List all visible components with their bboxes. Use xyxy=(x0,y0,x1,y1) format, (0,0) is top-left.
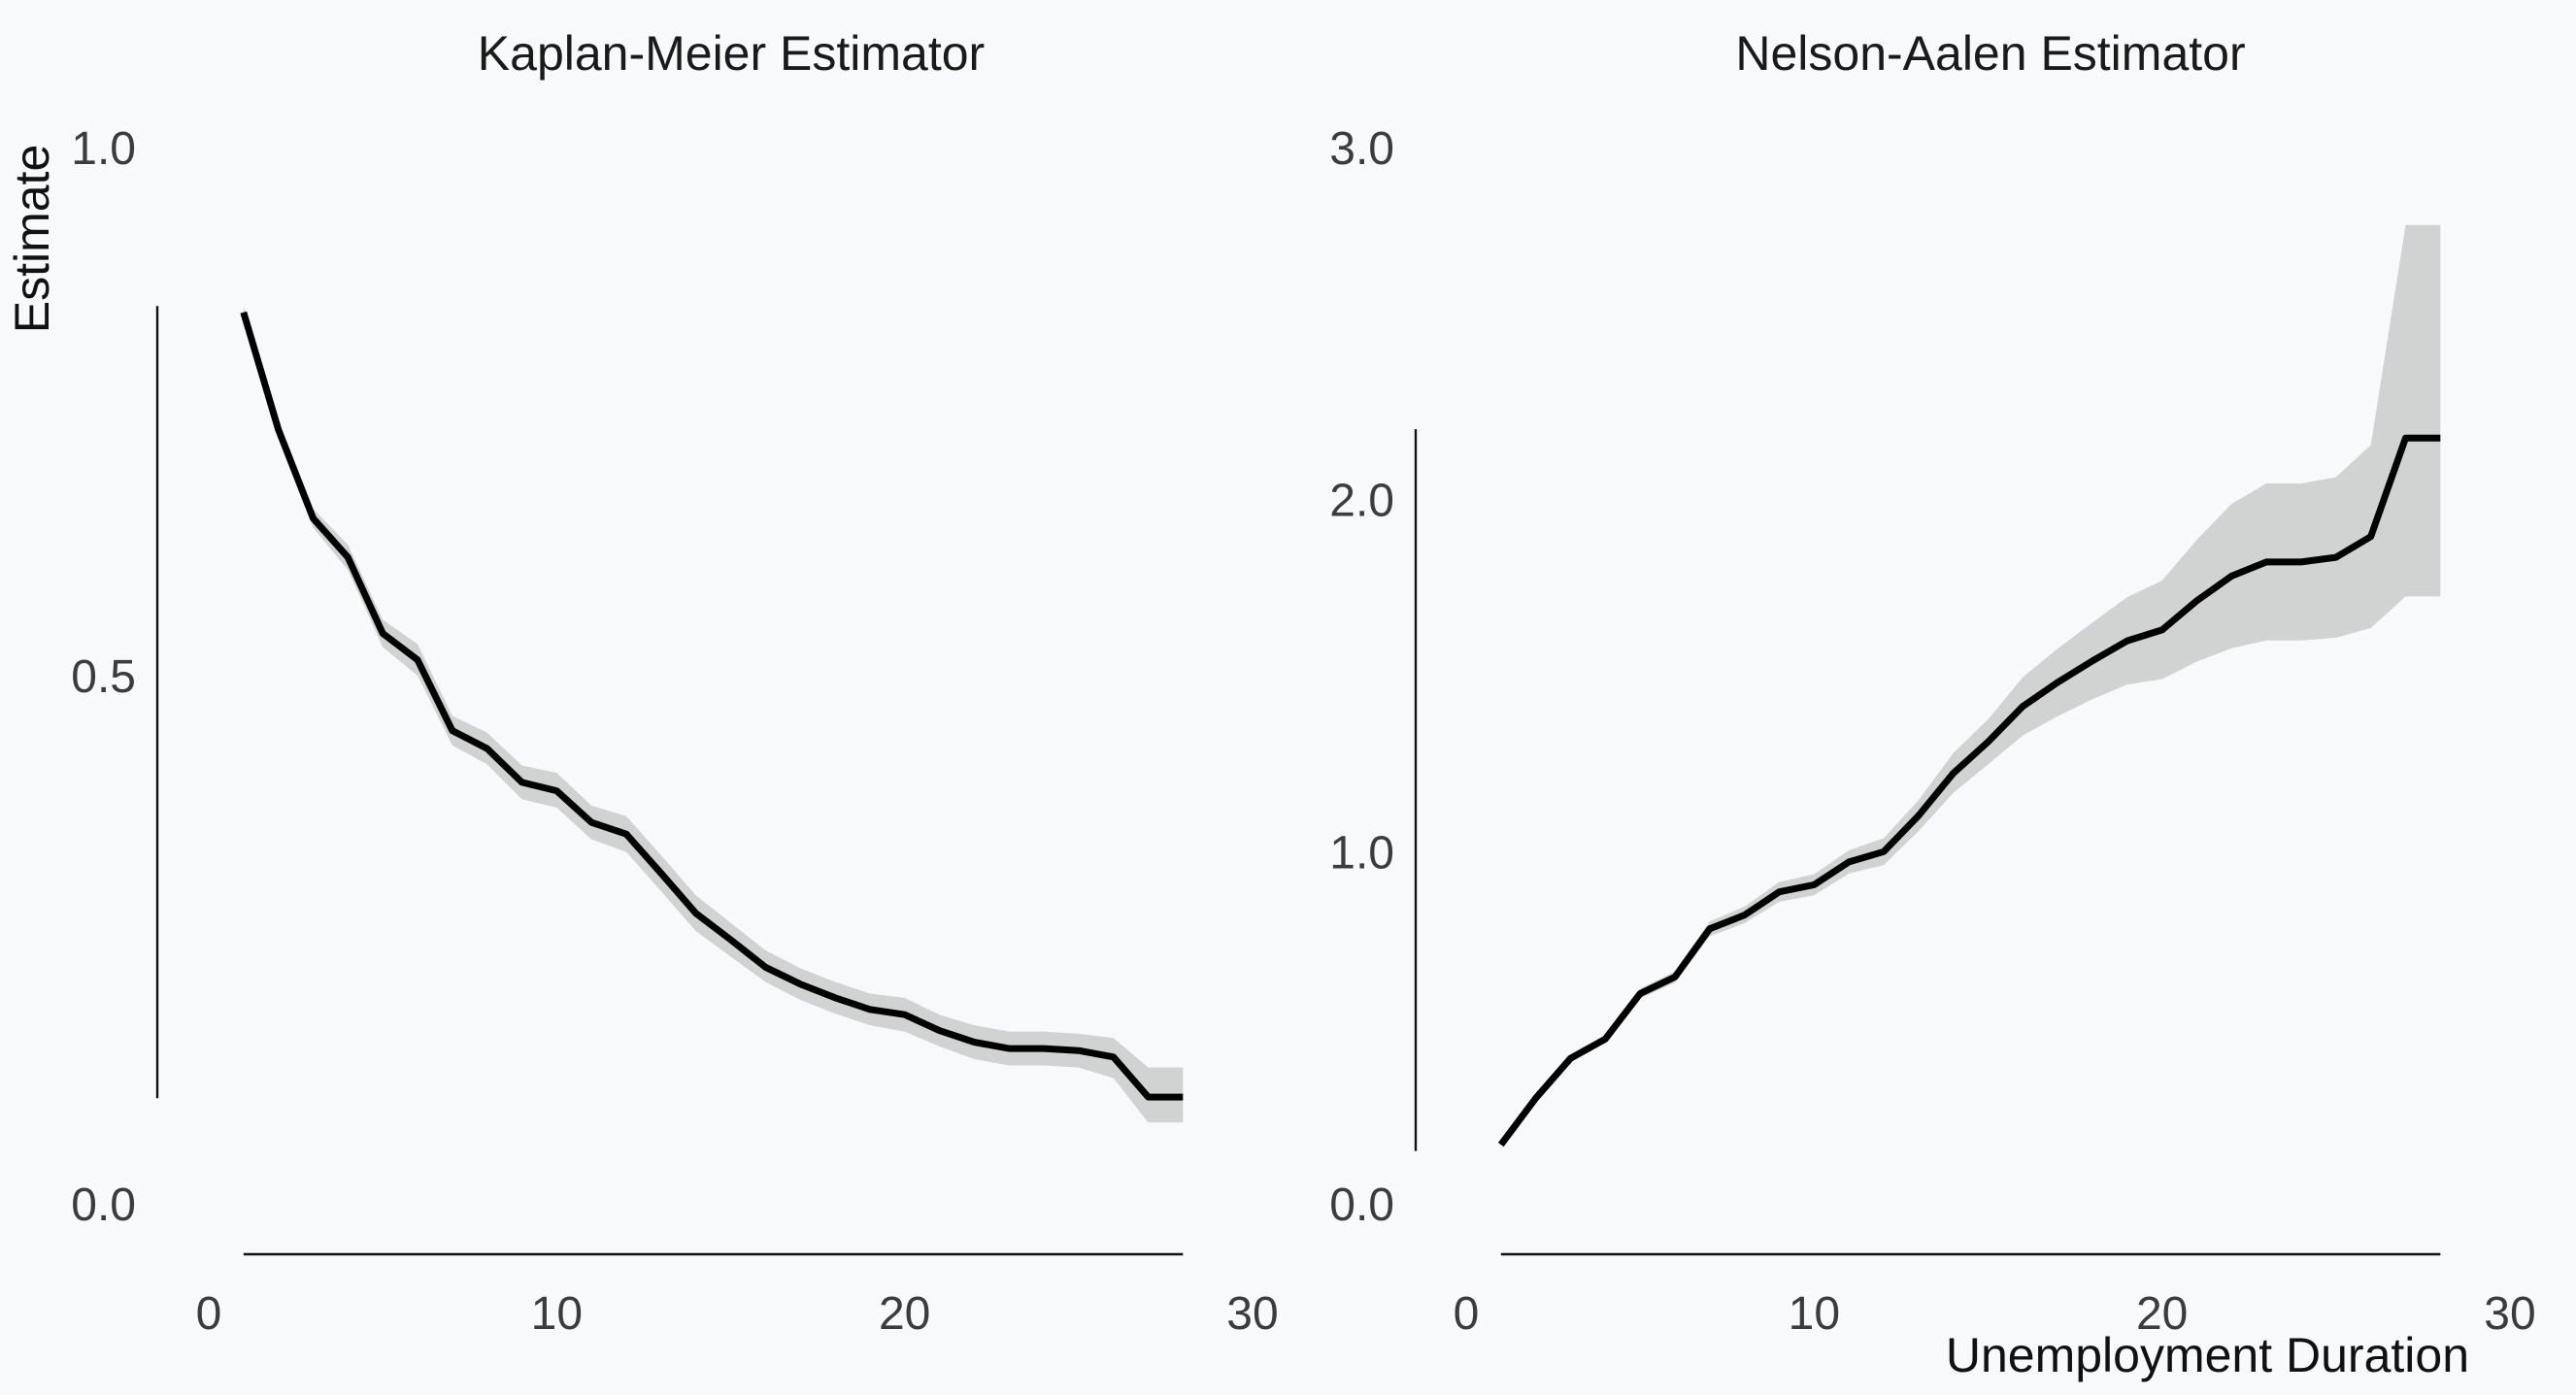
km-confidence-band xyxy=(243,306,1184,1123)
panel-nelson-aalen: Nelson-Aalen Estimator Unemployment Dura… xyxy=(1329,26,2535,1382)
km-x-axis: 0 10 20 30 xyxy=(196,1252,1279,1340)
na-xtick-label: 30 xyxy=(2484,1288,2535,1340)
km-band-area xyxy=(243,306,1184,1123)
km-ylabel: Estimate xyxy=(5,145,59,334)
na-line-path xyxy=(1497,434,2441,1147)
na-band-area xyxy=(1500,224,2441,1146)
na-xlabel: Unemployment Duration xyxy=(1946,1328,2469,1382)
km-xtick-label: 20 xyxy=(879,1288,930,1340)
na-xtick-label: 0 xyxy=(1454,1288,1480,1340)
na-xtick-label: 10 xyxy=(1789,1288,1840,1340)
na-x-axis: 0 10 20 30 xyxy=(1454,1252,2536,1340)
km-xtick-label: 10 xyxy=(531,1288,583,1340)
km-y-axis: 0.0 0.5 1.0 xyxy=(71,123,159,1231)
km-ytick-label: 0.5 xyxy=(71,651,136,703)
panel-kaplan-meier: Kaplan-Meier Estimator Estimate 0.0 0.5 1.… xyxy=(5,26,1279,1340)
km-xtick-label: 30 xyxy=(1226,1288,1278,1340)
na-ytick-label: 1.0 xyxy=(1329,827,1394,879)
na-confidence-band xyxy=(1500,224,2441,1146)
km-ytick-label: 1.0 xyxy=(71,123,136,175)
na-title: Nelson-Aalen Estimator xyxy=(1735,26,2245,81)
km-xtick-label: 0 xyxy=(196,1288,222,1340)
na-ytick-label: 3.0 xyxy=(1329,123,1394,175)
km-estimate-line xyxy=(240,311,1184,1101)
km-line-path xyxy=(240,311,1184,1101)
na-xtick-label: 20 xyxy=(2136,1288,2188,1340)
km-ytick-label: 0.0 xyxy=(71,1179,136,1231)
na-ytick-label: 0.0 xyxy=(1329,1179,1394,1231)
na-ytick-label: 2.0 xyxy=(1329,476,1394,527)
na-estimate-line xyxy=(1497,434,2441,1147)
km-title: Kaplan-Meier Estimator xyxy=(478,26,985,81)
na-y-axis: 0.0 1.0 2.0 3.0 xyxy=(1329,123,1418,1231)
